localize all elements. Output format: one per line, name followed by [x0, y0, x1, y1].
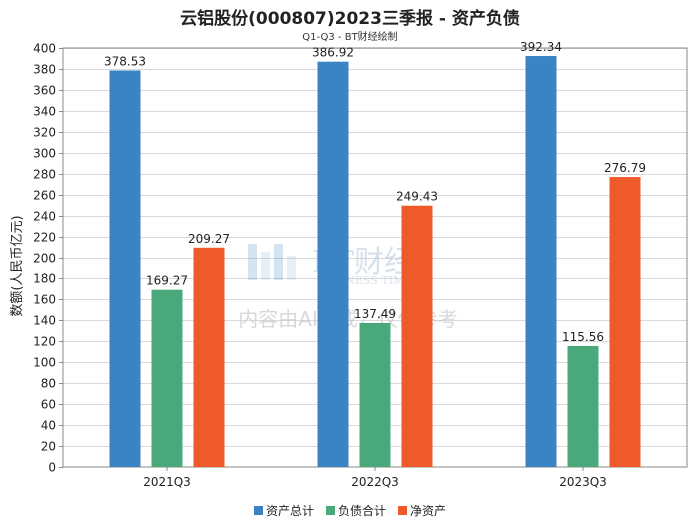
y-tick-label: 80 [41, 377, 56, 391]
data-label: 378.53 [104, 54, 146, 68]
y-tick-label: 120 [33, 335, 56, 349]
bar-1-0 [151, 289, 183, 467]
x-tick-label: 2022Q3 [351, 475, 399, 489]
data-labels: 378.53 169.27 209.27 386.92 137.49 249.43 392.… [104, 40, 646, 344]
legend-label: 净资产 [410, 504, 447, 518]
y-tick-label: 0 [48, 461, 56, 475]
y-tick-label: 260 [33, 189, 56, 203]
data-label: 276.79 [604, 161, 646, 175]
y-axis-label: 数额(人民币亿元) [10, 215, 25, 316]
data-label: 386.92 [312, 46, 354, 60]
data-label: 392.34 [520, 40, 562, 54]
data-label: 169.27 [146, 274, 188, 288]
y-tick-label: 400 [33, 42, 56, 56]
y-tick-label: 100 [33, 356, 56, 370]
y-tick-label: 300 [33, 147, 56, 161]
y-tick-label: 20 [41, 440, 56, 454]
y-tick-label: 320 [33, 126, 56, 140]
y-tick-label: 280 [33, 168, 56, 182]
chart-subtitle: Q1-Q3 - BT财经绘制 [302, 32, 398, 43]
legend-swatch [398, 506, 407, 515]
bar-2-2 [609, 177, 641, 467]
bar-1-1 [359, 322, 391, 467]
legend: 资产总计 负债合计 净资产 [0, 502, 700, 519]
bar-0-0 [109, 70, 141, 468]
y-tick-label: 180 [33, 272, 56, 286]
y-tick-label: 160 [33, 293, 56, 307]
legend-item: 负债合计 [325, 502, 386, 519]
axes: 0 20 40 60 80 100 120 140 160 180 200 220 240 260 280 3… [33, 42, 688, 489]
y-tick-label: 40 [41, 419, 56, 433]
legend-swatch [253, 506, 263, 515]
legend-swatch [325, 506, 335, 515]
bar-2-0 [193, 247, 225, 467]
data-label: 115.56 [562, 330, 604, 344]
y-tick-label: 340 [33, 105, 56, 119]
data-label: 249.43 [396, 190, 438, 204]
bars [109, 56, 641, 468]
bar-2-1 [401, 205, 433, 467]
legend-label: 资产总计 [265, 504, 314, 518]
data-label: 137.49 [354, 307, 396, 321]
bar-0-2 [525, 56, 557, 467]
y-tick-label: 60 [41, 398, 56, 412]
legend-item: 净资产 [398, 502, 446, 519]
y-tick-label: 140 [33, 314, 56, 328]
legend-label: 负债合计 [337, 504, 386, 518]
legend-item: 资产总计 [253, 502, 314, 519]
y-tick-label: 240 [33, 210, 56, 224]
y-tick-label: 200 [33, 252, 56, 266]
bar-0-1 [317, 61, 349, 468]
x-tick-label: 2023Q3 [559, 475, 607, 489]
y-tick-label: 380 [33, 63, 56, 77]
watermark-logo-icon [248, 244, 296, 280]
x-tick-label: 2021Q3 [143, 475, 191, 489]
y-tick-label: 220 [33, 231, 56, 245]
y-tick-label: 360 [33, 84, 56, 98]
bar-1-2 [567, 345, 599, 467]
data-label: 209.27 [188, 232, 230, 246]
chart-title: 云铝股份(000807)2023三季报 - 资产负债 [180, 9, 520, 29]
